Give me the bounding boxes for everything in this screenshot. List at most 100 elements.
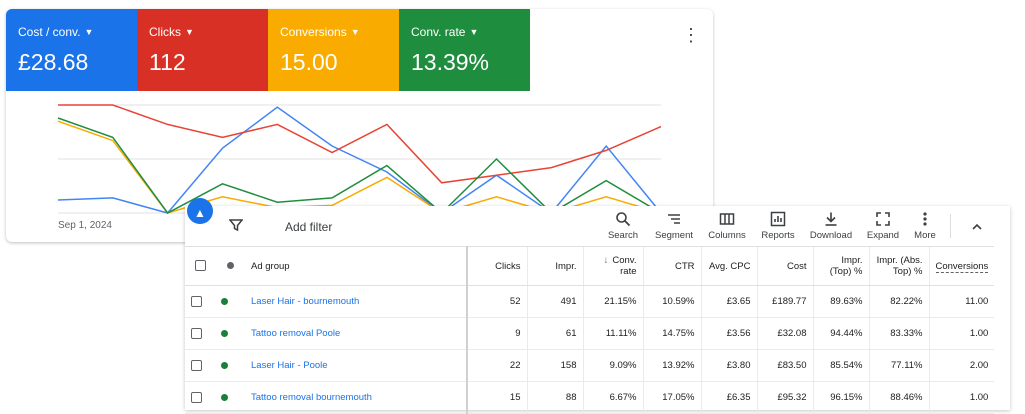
chevron-up-icon[interactable]	[971, 220, 983, 238]
cell-avg-cpc: £3.65	[700, 285, 757, 318]
segment-icon	[668, 214, 680, 224]
header-label: Conv. rate	[612, 255, 637, 277]
metric-label: Cost / conv.	[18, 25, 81, 39]
cell-impr-abs-top: 88.46%	[868, 381, 929, 414]
download-button[interactable]: Download	[809, 211, 853, 241]
filter-icon[interactable]	[228, 218, 244, 237]
tool-label: Columns	[708, 230, 746, 241]
ad-group-table: Ad group Clicks Impr. ↓ Conv. rate CTR Av…	[185, 246, 995, 414]
cell-impr-abs-top: 77.11%	[868, 349, 929, 382]
metric-value: 13.39%	[411, 49, 490, 75]
cell-cost: £32.08	[756, 317, 813, 350]
cell-clicks: 9	[466, 317, 527, 350]
cell-impr: 491	[526, 285, 583, 318]
cell-impr: 88	[526, 381, 583, 414]
cell-conv-rate: 21.15%	[582, 285, 643, 318]
ad-group-link[interactable]: Laser Hair - bournemouth	[251, 296, 360, 307]
enabled-status-icon	[221, 329, 228, 337]
cell-conv-rate: 11.11%	[582, 317, 643, 350]
cell-impr: 61	[526, 317, 583, 350]
header-impr-top[interactable]: Impr. (Top) %	[812, 246, 869, 286]
header-label: Impr.	[555, 260, 577, 272]
more-options-icon[interactable]: ⋮	[682, 25, 700, 45]
table-toolbar: Add filter Search Segment Columns Report…	[185, 206, 1010, 246]
row-checkbox[interactable]	[191, 327, 202, 339]
cell-conversions: 1.00	[928, 381, 995, 414]
table-row[interactable]: Laser Hair - bournemouth 52 491 21.15% 1…	[185, 285, 995, 318]
cell-conversions: 2.00	[928, 349, 995, 382]
cell-avg-cpc: £3.56	[700, 317, 757, 350]
add-filter-button[interactable]: Add filter	[285, 220, 333, 234]
metric-cost-per-conv[interactable]: Cost / conv. ▼ £28.68	[6, 9, 137, 91]
header-conv-rate[interactable]: ↓ Conv. rate	[582, 246, 643, 286]
cell-conv-rate: 6.67%	[582, 381, 643, 414]
dropdown-icon: ▼	[185, 27, 194, 37]
search-button[interactable]: Search	[606, 211, 640, 241]
tool-label: Reports	[761, 230, 795, 241]
cell-cost: £83.50	[756, 349, 813, 382]
header-label: Cost	[786, 260, 807, 272]
dropdown-icon: ▼	[84, 27, 94, 37]
cell-impr-top: 85.54%	[812, 349, 869, 382]
ad-group-link[interactable]: Tattoo removal Poole	[251, 328, 341, 339]
performance-card: Cost / conv. ▼ £28.68 Clicks ▼ 112 Convers…	[6, 9, 713, 242]
header-conversions[interactable]: Conversions	[928, 246, 995, 286]
series-line	[57, 106, 662, 215]
header-ctr[interactable]: CTR	[642, 246, 701, 286]
enabled-status-icon	[221, 297, 228, 305]
header-ad-group[interactable]: Ad group	[245, 246, 467, 286]
cell-clicks: 15	[466, 381, 527, 414]
cell-cost: £189.77	[756, 285, 813, 318]
columns-button[interactable]: Columns	[706, 211, 748, 241]
header-label: Impr. (Top) %	[829, 255, 863, 277]
header-impr-abs-top[interactable]: Impr. (Abs. Top) %	[868, 246, 929, 286]
cell-conversions: 1.00	[928, 317, 995, 350]
tool-label: Expand	[866, 230, 900, 241]
metric-conv-rate[interactable]: Conv. rate ▼ 13.39%	[399, 9, 530, 91]
metric-cards: Cost / conv. ▼ £28.68 Clicks ▼ 112 Convers…	[6, 9, 530, 91]
series-line	[57, 117, 662, 215]
table-row[interactable]: Laser Hair - Poole 22 158 9.09% 13.92% £…	[185, 349, 995, 382]
series-line	[58, 104, 662, 184]
tool-label: Segment	[654, 230, 694, 241]
header-label: Conversions	[935, 260, 989, 273]
segment-button[interactable]: Segment	[654, 211, 694, 241]
toolbar-divider	[950, 214, 951, 238]
header-label: Clicks	[495, 260, 521, 272]
row-checkbox[interactable]	[191, 391, 202, 403]
download-icon	[825, 212, 837, 226]
cell-impr-top: 94.44%	[812, 317, 869, 350]
cell-ctr: 10.59%	[642, 285, 701, 318]
cell-impr-abs-top: 83.33%	[868, 317, 929, 350]
table-row[interactable]: Tattoo removal Poole 9 61 11.11% 14.75% …	[185, 317, 995, 350]
cell-impr: 158	[526, 349, 583, 382]
reports-button[interactable]: Reports	[759, 211, 797, 241]
arrow-down-icon: ↓	[603, 255, 609, 266]
row-checkbox[interactable]	[191, 359, 202, 371]
expand-button[interactable]: Expand	[866, 211, 900, 241]
tool-label: Download	[809, 230, 853, 241]
chart-date-label: Sep 1, 2024	[58, 220, 112, 231]
header-impr[interactable]: Impr.	[526, 246, 583, 286]
cell-impr-top: 89.63%	[812, 285, 869, 318]
header-cost[interactable]: Cost	[756, 246, 813, 286]
cell-impr-abs-top: 82.22%	[868, 285, 929, 318]
metric-value: £28.68	[18, 49, 89, 75]
table-row[interactable]: Tattoo removal bournemouth 15 88 6.67% 1…	[185, 381, 995, 414]
header-clicks[interactable]: Clicks	[466, 246, 527, 286]
ad-group-link[interactable]: Laser Hair - Poole	[251, 360, 328, 371]
ad-group-link[interactable]: Tattoo removal bournemouth	[251, 392, 372, 403]
header-avg-cpc[interactable]: Avg. CPC	[700, 246, 757, 286]
metric-conversions[interactable]: Conversions ▼ 15.00	[268, 9, 399, 91]
select-all-checkbox[interactable]	[194, 260, 206, 272]
cell-impr-top: 96.15%	[812, 381, 869, 414]
enabled-status-icon	[221, 393, 228, 401]
info-marker-icon[interactable]: ▲	[187, 198, 213, 224]
cell-ctr: 13.92%	[642, 349, 701, 382]
cell-cost: £95.32	[756, 381, 813, 414]
more-button[interactable]: More	[912, 211, 938, 241]
row-checkbox[interactable]	[191, 295, 202, 307]
tool-label: More	[914, 230, 936, 241]
metric-clicks[interactable]: Clicks ▼ 112	[137, 9, 268, 91]
metric-label: Clicks	[149, 25, 181, 39]
